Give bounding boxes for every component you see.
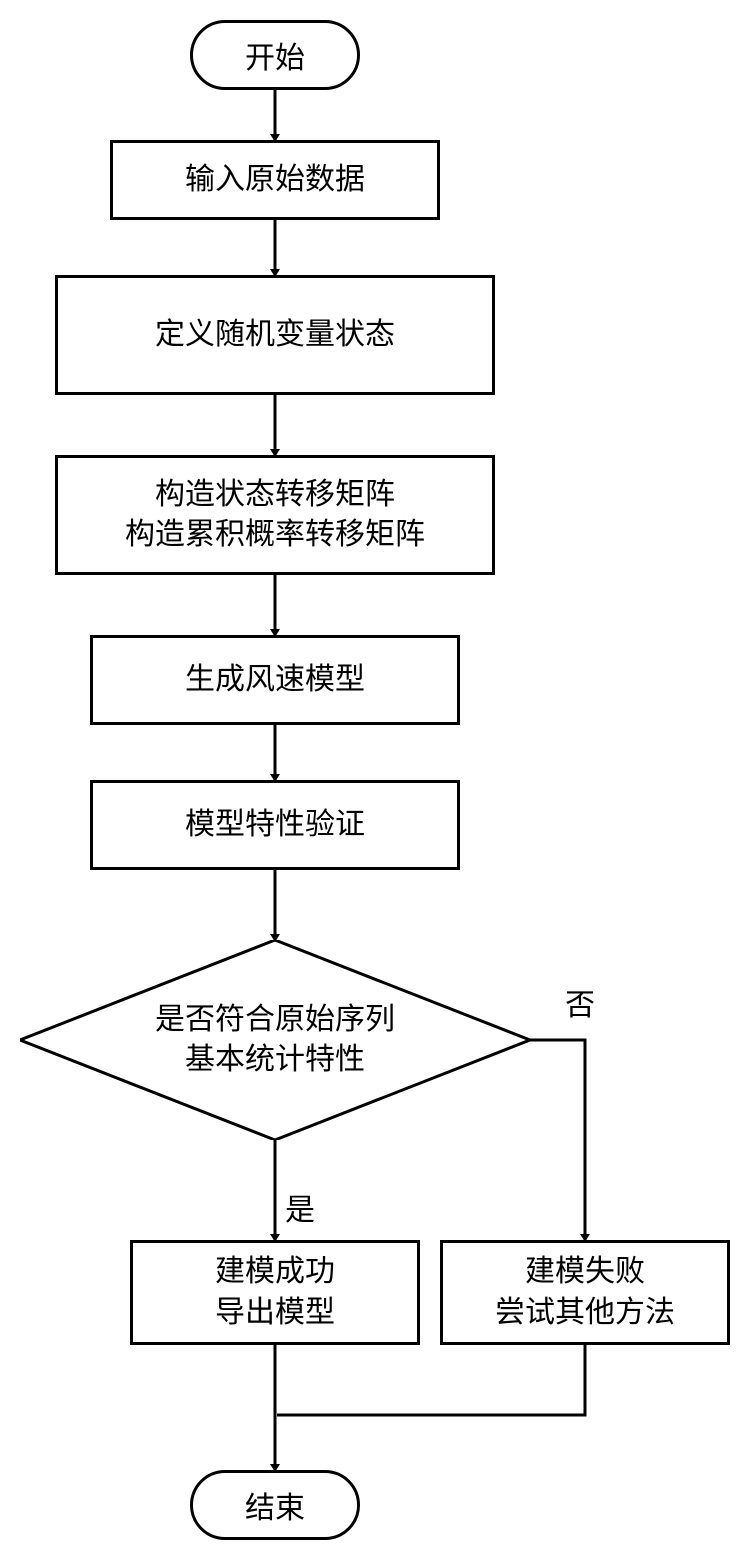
fail-node: 建模失败 尝试其他方法 [440, 1240, 730, 1345]
genmodel-node: 生成风速模型 [90, 635, 460, 725]
genmodel-label: 生成风速模型 [185, 660, 365, 701]
define-node: 定义随机变量状态 [55, 275, 495, 395]
fail-label: 建模失败 尝试其他方法 [495, 1252, 675, 1333]
start-node: 开始 [190, 20, 360, 90]
matrix-node: 构造状态转移矩阵 构造累积概率转移矩阵 [55, 455, 495, 575]
verify-label: 模型特性验证 [185, 805, 365, 846]
matrix-label: 构造状态转移矩阵 构造累积概率转移矩阵 [125, 475, 425, 556]
start-label: 开始 [245, 33, 305, 77]
success-node: 建模成功 导出模型 [130, 1240, 420, 1345]
edge-label-no: 否 [565, 980, 595, 1024]
success-label: 建模成功 导出模型 [215, 1252, 335, 1333]
input-node: 输入原始数据 [110, 140, 440, 220]
end-node: 结束 [190, 1470, 360, 1540]
decision-label: 是否符合原始序列 基本统计特性 [155, 1000, 395, 1081]
edge-label-yes: 是 [285, 1185, 315, 1229]
define-label: 定义随机变量状态 [155, 315, 395, 356]
decision-node: 是否符合原始序列 基本统计特性 [20, 940, 530, 1140]
input-label: 输入原始数据 [185, 160, 365, 201]
flowchart-container: 开始 输入原始数据 定义随机变量状态 构造状态转移矩阵 构造累积概率转移矩阵 生… [20, 20, 730, 1538]
verify-node: 模型特性验证 [90, 780, 460, 870]
end-label: 结束 [245, 1483, 305, 1527]
